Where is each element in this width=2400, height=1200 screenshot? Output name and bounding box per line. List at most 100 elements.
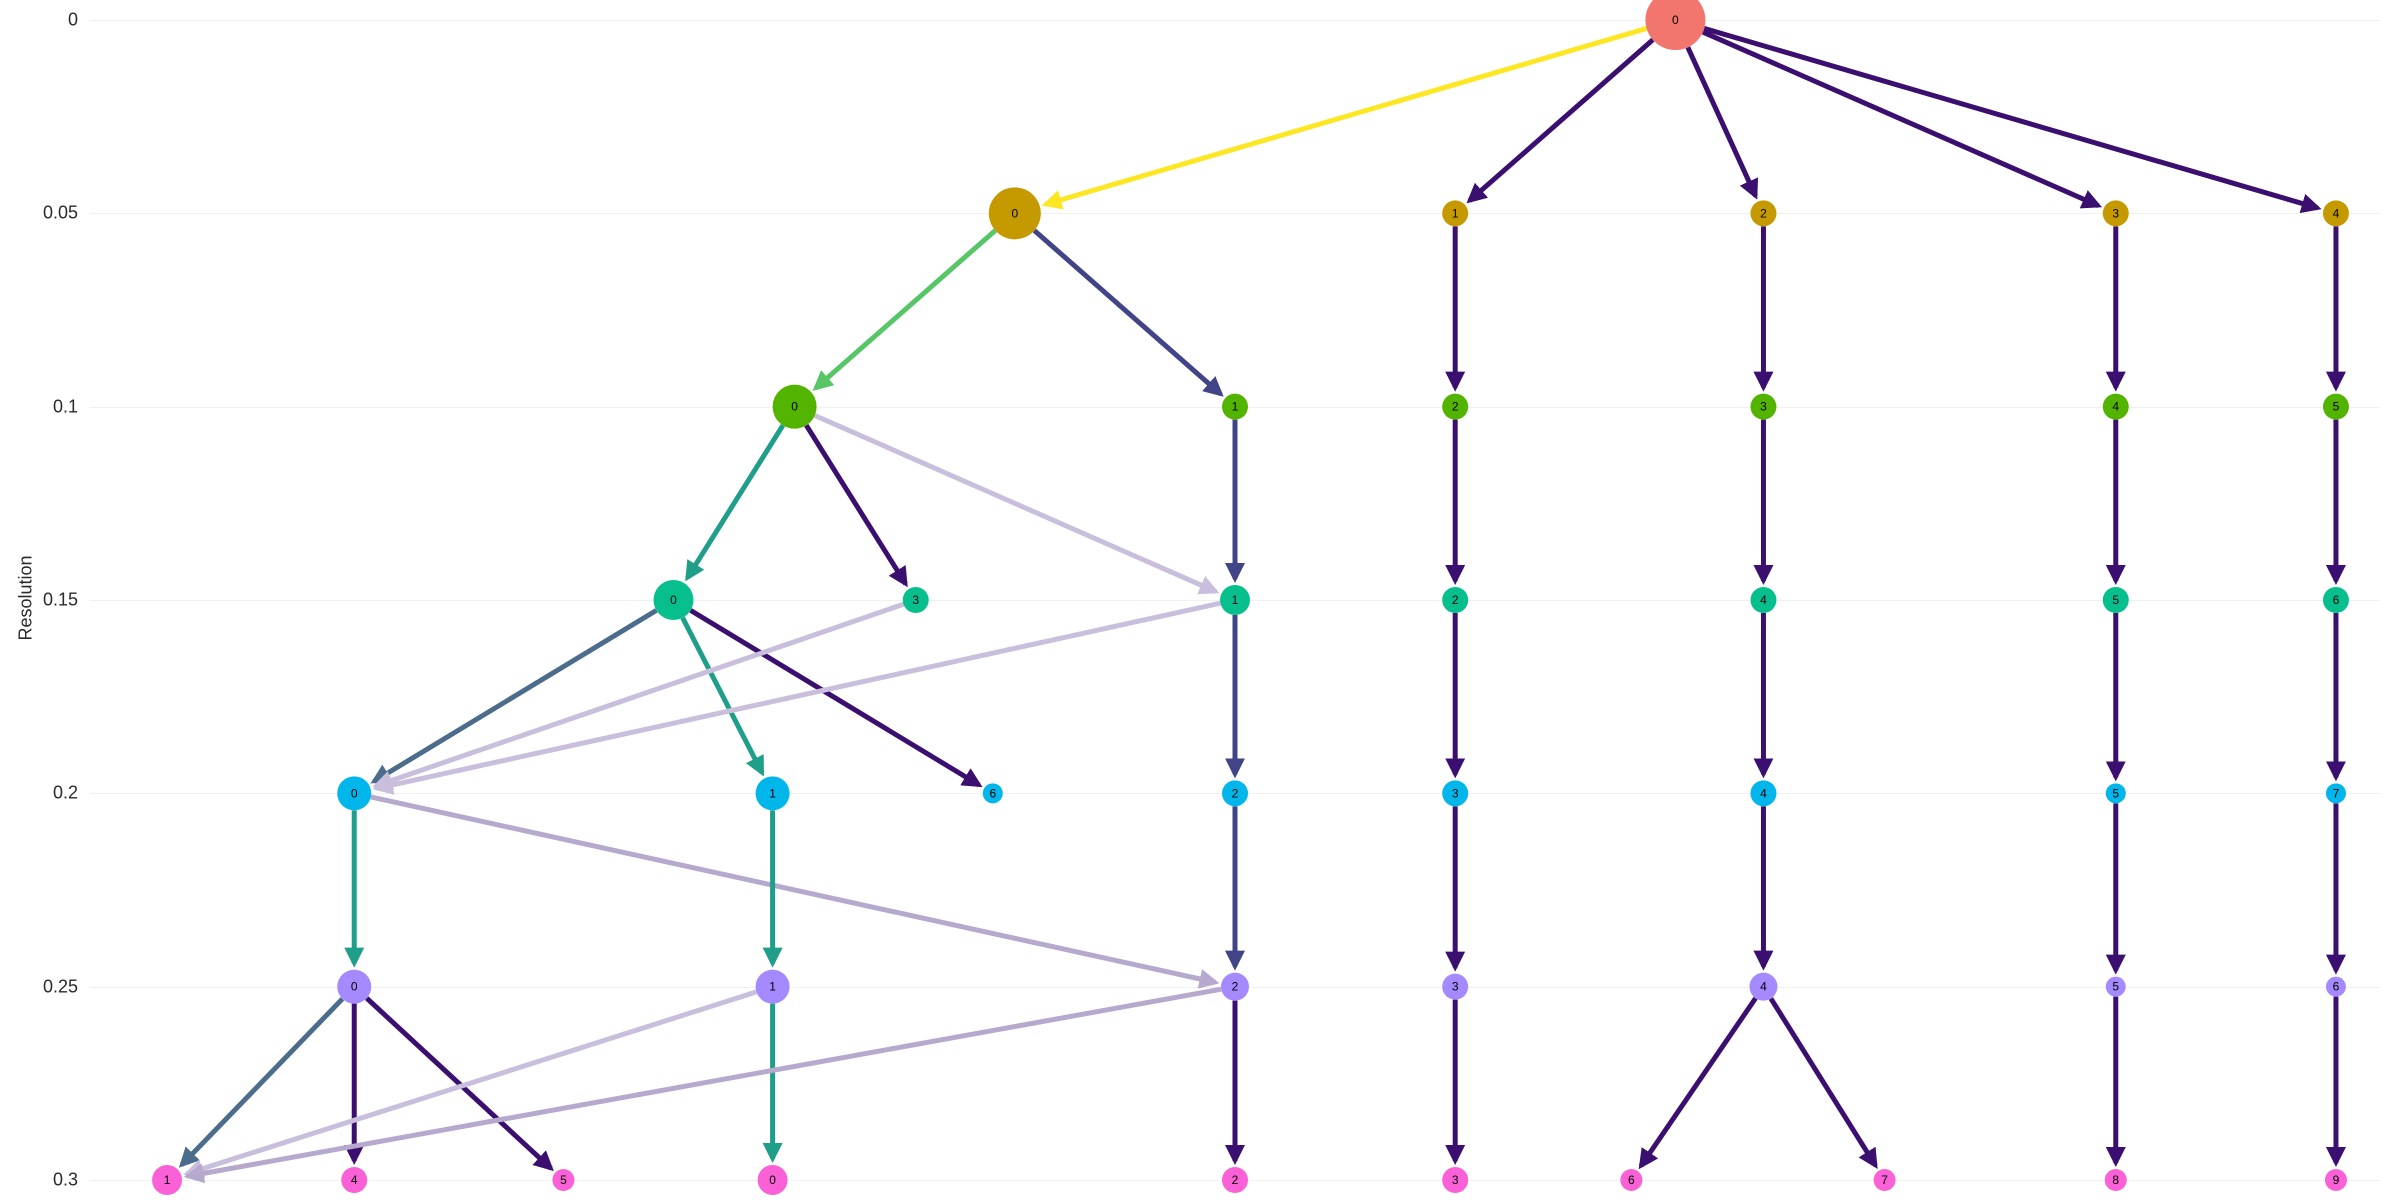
- node-label: 3: [1452, 980, 1459, 994]
- y-tick-label: 0.1: [18, 396, 78, 417]
- y-tick-label: 0.2: [18, 783, 78, 804]
- node-label: 9: [2333, 1173, 2340, 1187]
- node-label: 5: [2112, 786, 2119, 800]
- tree-edge: [187, 992, 756, 1174]
- tree-node: 5: [2323, 394, 2349, 420]
- tree-node: 4: [1750, 587, 1776, 613]
- node-label: 1: [769, 786, 776, 800]
- tree-node: 2: [1222, 780, 1248, 806]
- node-label: 4: [1760, 593, 1767, 607]
- tree-node: 3: [1750, 394, 1776, 420]
- tree-node: 5: [552, 1169, 574, 1191]
- node-label: 3: [2112, 206, 2119, 220]
- tree-node: 1: [756, 776, 790, 810]
- node-label: 3: [1452, 786, 1459, 800]
- tree-node: 4: [1750, 780, 1776, 806]
- tree-edge: [1771, 999, 1876, 1166]
- tree-edge: [371, 797, 1216, 982]
- tree-edge: [1046, 28, 1647, 204]
- tree-edge: [687, 425, 783, 578]
- tree-edge: [815, 416, 1216, 592]
- node-label: 6: [2333, 593, 2340, 607]
- y-tick-label: 0.05: [18, 203, 78, 224]
- tree-node: 3: [1442, 780, 1468, 806]
- tree-node: 9: [2325, 1169, 2347, 1191]
- node-label: 0: [769, 1173, 776, 1187]
- tree-node: 6: [2323, 587, 2349, 613]
- node-label: 8: [2112, 1173, 2119, 1187]
- node-label: 4: [351, 1173, 358, 1187]
- tree-node: 3: [2103, 200, 2129, 226]
- tree-edge: [1704, 28, 2318, 208]
- node-label: 5: [560, 1173, 567, 1187]
- node-label: 5: [2333, 400, 2340, 414]
- tree-node: 3: [903, 587, 929, 613]
- tree-node: 0: [773, 385, 817, 429]
- tree-edge: [367, 998, 551, 1168]
- tree-node: 1: [152, 1165, 182, 1195]
- tree-node: 0: [758, 1165, 788, 1195]
- y-tick-label: 0: [18, 10, 78, 31]
- tree-edge: [1034, 230, 1220, 394]
- node-label: 4: [1760, 786, 1767, 800]
- node-label: 4: [2112, 400, 2119, 414]
- node-label: 7: [1881, 1173, 1888, 1187]
- tree-node: 2: [1221, 973, 1249, 1001]
- tree-node: 4: [1749, 973, 1777, 1001]
- tree-edge: [1641, 998, 1756, 1166]
- node-label: 1: [1232, 593, 1239, 607]
- tree-edge: [816, 230, 996, 388]
- tree-edge: [188, 989, 1221, 1176]
- y-tick-label: 0.3: [18, 1170, 78, 1191]
- tree-edge: [182, 999, 343, 1165]
- tree-node: 4: [2323, 200, 2349, 226]
- tree-node: 3: [1442, 974, 1468, 1000]
- node-label: 2: [1232, 1173, 1239, 1187]
- tree-node: 6: [1620, 1169, 1642, 1191]
- y-tick-label: 0.15: [18, 590, 78, 611]
- node-label: 1: [1232, 400, 1239, 414]
- node-label: 3: [1760, 400, 1767, 414]
- tree-node: 2: [1222, 1167, 1248, 1193]
- tree-node: 0: [1645, 0, 1705, 50]
- tree-node: 4: [341, 1167, 367, 1193]
- tree-node: 4: [2103, 394, 2129, 420]
- tree-node: 5: [2103, 587, 2129, 613]
- node-label: 6: [2333, 980, 2340, 994]
- node-label: 1: [1452, 206, 1459, 220]
- svg-canvas: 0 0 1 2 3 4 0 1 2 3 4 5 0 3 1 2 4 5 6 0 1 6 2 3 4 5 7 0 1 2 3 4 5 6 1 4 5 0 2 3…: [0, 0, 2400, 1200]
- tree-edge: [1703, 32, 2099, 206]
- tree-node: 0: [654, 580, 694, 620]
- tree-edge: [683, 618, 762, 773]
- node-label: 0: [351, 786, 358, 800]
- tree-node: 7: [2326, 783, 2346, 803]
- node-label: 2: [1452, 593, 1459, 607]
- tree-node: 1: [1220, 585, 1250, 615]
- node-label: 5: [2112, 593, 2119, 607]
- tree-node: 5: [2106, 977, 2126, 997]
- node-label: 3: [912, 593, 919, 607]
- tree-node: 0: [989, 187, 1041, 239]
- node-label: 1: [769, 980, 776, 994]
- node-label: 3: [1452, 1173, 1459, 1187]
- tree-node: 5: [2106, 783, 2126, 803]
- node-label: 0: [670, 593, 677, 607]
- tree-node: 6: [2326, 977, 2346, 997]
- tree-node: 2: [1750, 200, 1776, 226]
- node-label: 2: [1232, 980, 1239, 994]
- tree-node: 1: [1222, 394, 1248, 420]
- tree-node: 8: [2105, 1169, 2127, 1191]
- node-label: 5: [2112, 980, 2119, 994]
- tree-edge: [1688, 47, 1756, 196]
- node-label: 7: [2333, 786, 2340, 800]
- node-label: 1: [164, 1173, 171, 1187]
- node-label: 0: [1672, 13, 1679, 27]
- node-label: 0: [1011, 206, 1018, 220]
- tree-node: 7: [1874, 1169, 1896, 1191]
- tree-node: 0: [337, 970, 371, 1004]
- tree-edge: [1469, 40, 1652, 201]
- tree-node: 3: [1442, 1167, 1468, 1193]
- node-label: 0: [351, 980, 358, 994]
- tree-node: 0: [337, 776, 371, 810]
- tree-node: 2: [1442, 394, 1468, 420]
